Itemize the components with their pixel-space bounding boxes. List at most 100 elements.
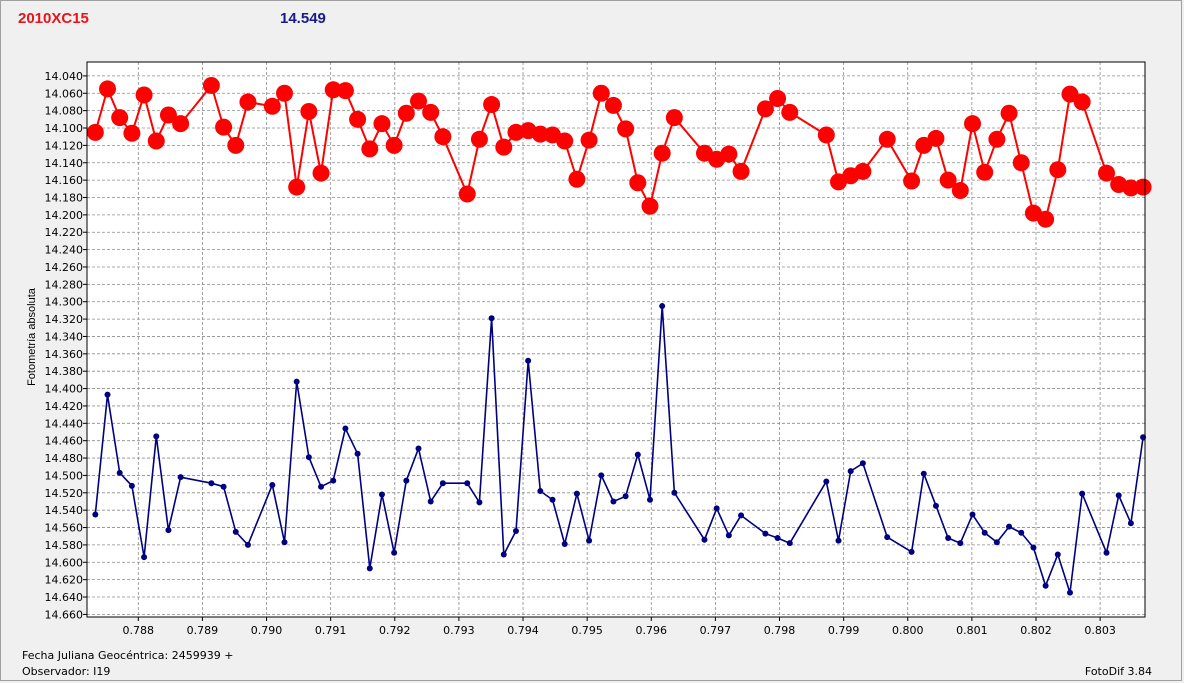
data-point [123, 124, 141, 142]
y-tick-label: 14.460 [45, 435, 84, 448]
data-point [293, 378, 300, 385]
data-point [458, 185, 476, 203]
x-tick-label: 0.800 [892, 624, 924, 637]
y-tick-label: 14.440 [45, 417, 84, 430]
x-tick-label: 0.789 [187, 624, 219, 637]
data-point [403, 477, 410, 484]
data-point [927, 129, 945, 147]
data-point [604, 96, 622, 114]
data-point [1006, 523, 1013, 530]
data-point [1115, 492, 1122, 499]
data-point [99, 80, 117, 98]
data-point [111, 109, 129, 127]
data-point [220, 483, 227, 490]
data-point [330, 477, 337, 484]
data-point [634, 451, 641, 458]
x-tick-label: 0.795 [571, 624, 603, 637]
data-point [92, 511, 99, 518]
data-point [993, 539, 1000, 546]
data-point [738, 512, 745, 519]
data-point [1134, 178, 1152, 196]
data-point [354, 450, 361, 457]
y-tick-label: 14.260 [45, 261, 84, 274]
x-tick-label: 0.802 [1020, 624, 1052, 637]
data-point [556, 132, 574, 150]
data-point [239, 93, 257, 111]
data-point [349, 110, 367, 128]
plot-border [86, 61, 1146, 618]
data-point [281, 539, 288, 546]
data-point [945, 534, 952, 541]
data-point [1030, 544, 1037, 551]
x-tick-label: 0.791 [315, 624, 347, 637]
object-name: 2010XC15 [18, 10, 89, 27]
data-point [434, 128, 452, 146]
data-point [202, 76, 220, 94]
data-point [1061, 85, 1079, 103]
y-tick-label: 14.340 [45, 330, 84, 343]
data-point [988, 130, 1006, 148]
data-point [1103, 549, 1110, 556]
data-point [305, 454, 312, 461]
data-point [427, 498, 434, 505]
data-point [324, 81, 342, 99]
data-point [147, 132, 165, 150]
y-tick-label: 14.120 [45, 139, 84, 152]
data-point [232, 528, 239, 535]
data-point [1122, 179, 1140, 197]
x-tick-label: 0.790 [251, 624, 283, 637]
data-point [1018, 529, 1025, 536]
data-point [549, 496, 556, 503]
data-point [1098, 164, 1116, 182]
data-point [720, 145, 738, 163]
x-tick-label: 0.792 [379, 624, 411, 637]
data-point [1054, 551, 1061, 558]
data-point [172, 115, 190, 133]
y-tick-label: 14.500 [45, 469, 84, 482]
data-point [86, 123, 104, 141]
data-point [378, 491, 385, 498]
data-point [908, 548, 915, 555]
data-point [580, 131, 598, 149]
data-point [336, 82, 354, 100]
data-point [385, 136, 403, 154]
data-point [592, 84, 610, 102]
data-point [342, 425, 349, 432]
data-point [878, 130, 896, 148]
x-tick-label: 0.801 [956, 624, 988, 637]
y-tick-label: 14.660 [45, 608, 84, 621]
data-point [884, 534, 891, 541]
data-point [464, 480, 471, 487]
data-point [495, 138, 513, 156]
data-point [159, 106, 177, 124]
data-point [1037, 210, 1055, 228]
data-point [573, 490, 580, 497]
data-point [957, 540, 964, 547]
data-point [964, 115, 982, 133]
x-tick-label: 0.797 [700, 624, 732, 637]
data-point [976, 163, 994, 181]
data-point [275, 84, 293, 102]
data-point [725, 532, 732, 539]
data-point [1000, 104, 1018, 122]
series-line [94, 83, 1144, 221]
y-tick-label: 14.060 [45, 87, 84, 100]
y-tick-label: 14.280 [45, 278, 84, 291]
data-point [701, 536, 708, 543]
x-tick-label: 0.803 [1084, 624, 1116, 637]
data-point [610, 498, 617, 505]
data-point [135, 86, 153, 104]
y-tick-label: 14.080 [45, 105, 84, 118]
y-tick-label: 14.380 [45, 365, 84, 378]
data-point [1012, 154, 1030, 172]
data-point [391, 549, 398, 556]
data-point [531, 125, 549, 143]
data-point [939, 171, 957, 189]
data-point [653, 144, 671, 162]
data-point [537, 488, 544, 495]
data-point [116, 469, 123, 476]
data-point [177, 474, 184, 481]
y-tick-label: 14.160 [45, 174, 84, 187]
